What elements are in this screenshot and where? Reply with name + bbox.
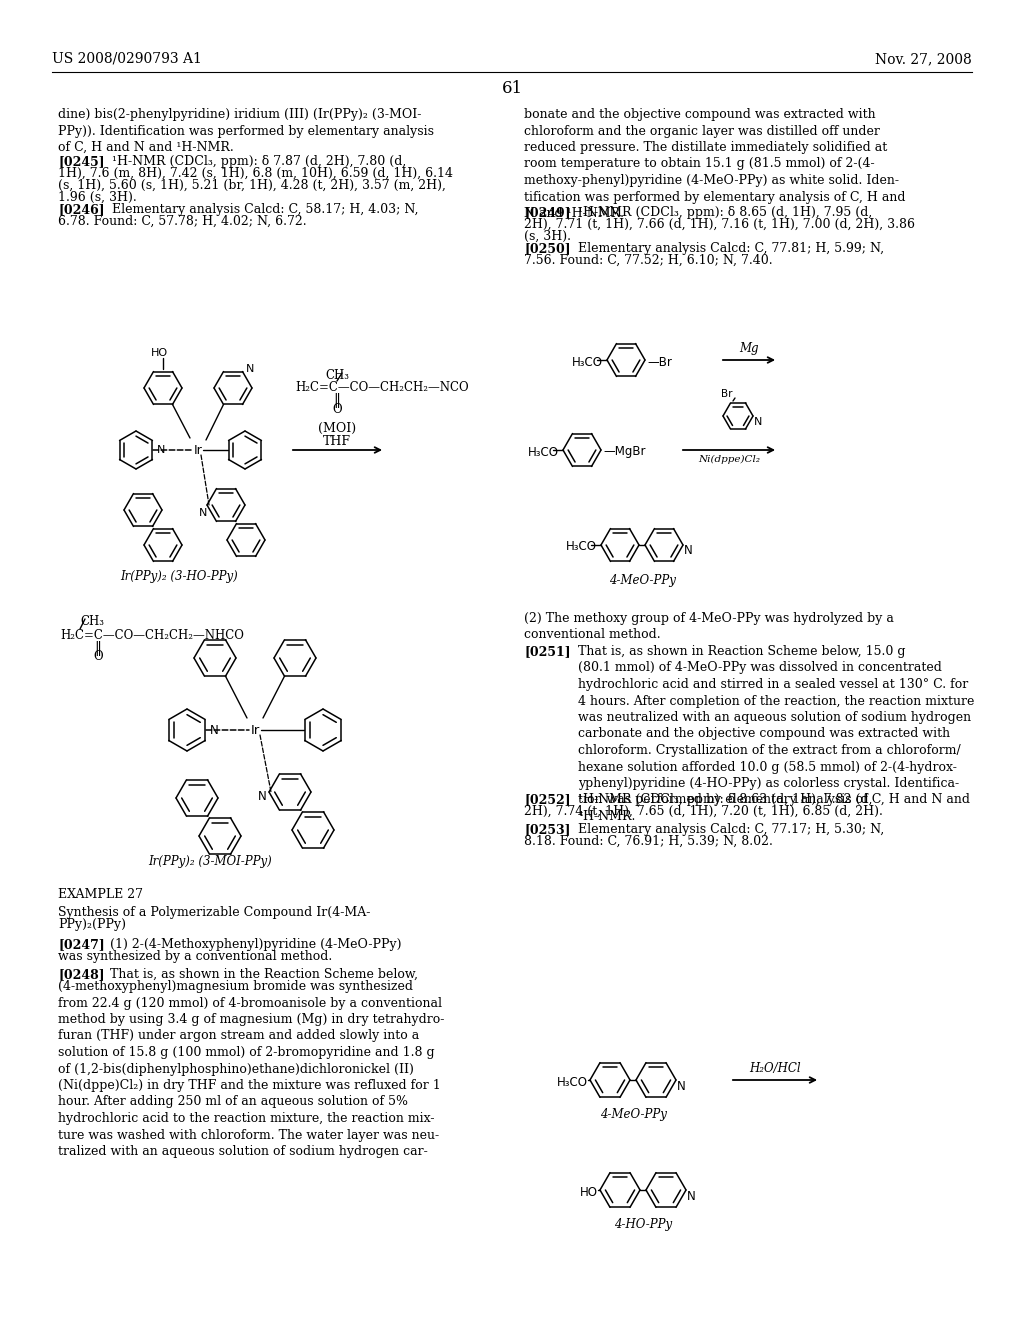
Text: (s, 3H).: (s, 3H). bbox=[524, 230, 571, 243]
Text: 6.78. Found: C, 57.78; H, 4.02; N, 6.72.: 6.78. Found: C, 57.78; H, 4.02; N, 6.72. bbox=[58, 215, 306, 228]
Text: Ir: Ir bbox=[251, 723, 260, 737]
Text: N: N bbox=[258, 791, 267, 804]
Text: N: N bbox=[210, 723, 219, 737]
Text: Ir(PPy)₂ (3-HO-PPy): Ir(PPy)₂ (3-HO-PPy) bbox=[120, 570, 238, 583]
Text: ¹H-NMR (CDCl₃, ppm): δ 7.87 (d, 2H), 7.80 (d,: ¹H-NMR (CDCl₃, ppm): δ 7.87 (d, 2H), 7.8… bbox=[112, 154, 407, 168]
Text: [0246]: [0246] bbox=[58, 203, 104, 216]
Text: N: N bbox=[687, 1189, 695, 1203]
Text: N: N bbox=[677, 1080, 686, 1093]
Text: 1.96 (s, 3H).: 1.96 (s, 3H). bbox=[58, 191, 137, 205]
Text: HO: HO bbox=[580, 1185, 598, 1199]
Text: 61: 61 bbox=[502, 81, 522, 96]
Text: bonate and the objective compound was extracted with
chloroform and the organic : bonate and the objective compound was ex… bbox=[524, 108, 905, 220]
Text: [0253]: [0253] bbox=[524, 822, 570, 836]
Text: dine) bis(2-phenylpyridine) iridium (III) (Ir(PPy)₂ (3-MOI-
PPy)). Identificatio: dine) bis(2-phenylpyridine) iridium (III… bbox=[58, 108, 434, 154]
Text: —Br: —Br bbox=[647, 355, 672, 368]
Text: H₂O/HCl: H₂O/HCl bbox=[750, 1063, 801, 1074]
Text: CH₃: CH₃ bbox=[80, 615, 104, 628]
Text: PPy)₂(PPy): PPy)₂(PPy) bbox=[58, 917, 126, 931]
Text: H₃CO: H₃CO bbox=[566, 540, 597, 553]
Text: (2) The methoxy group of 4-MeO-PPy was hydrolyzed by a
conventional method.: (2) The methoxy group of 4-MeO-PPy was h… bbox=[524, 612, 894, 642]
Text: N: N bbox=[754, 417, 763, 426]
Text: ¹H-NMR (CDCl₃, ppm): δ 8.63 (d, 1H), 7.82 (d,: ¹H-NMR (CDCl₃, ppm): δ 8.63 (d, 1H), 7.8… bbox=[578, 793, 872, 807]
Text: [0250]: [0250] bbox=[524, 242, 570, 255]
Text: EXAMPLE 27: EXAMPLE 27 bbox=[58, 888, 143, 902]
Text: ¹H-NMR (CDCl₃, ppm): δ 8.65 (d, 1H), 7.95 (d,: ¹H-NMR (CDCl₃, ppm): δ 8.65 (d, 1H), 7.9… bbox=[578, 206, 872, 219]
Text: H₃CO: H₃CO bbox=[557, 1076, 588, 1089]
Text: [0251]: [0251] bbox=[524, 645, 570, 657]
Text: O: O bbox=[93, 649, 102, 663]
Text: H₃CO: H₃CO bbox=[572, 355, 603, 368]
Text: Elementary analysis Calcd: C, 77.81; H, 5.99; N,: Elementary analysis Calcd: C, 77.81; H, … bbox=[578, 242, 884, 255]
Text: THF: THF bbox=[323, 436, 351, 447]
Text: H₃CO: H₃CO bbox=[528, 446, 559, 458]
Text: That is, as shown in the Reaction Scheme below,: That is, as shown in the Reaction Scheme… bbox=[110, 968, 418, 981]
Text: 2H), 7.74 (t, 1H), 7.65 (d, 1H), 7.20 (t, 1H), 6.85 (d, 2H).: 2H), 7.74 (t, 1H), 7.65 (d, 1H), 7.20 (t… bbox=[524, 805, 883, 818]
Text: Mg: Mg bbox=[739, 342, 759, 355]
Text: 4-MeO-PPy: 4-MeO-PPy bbox=[600, 1107, 667, 1121]
Text: Ir(PPy)₂ (3-MOI-PPy): Ir(PPy)₂ (3-MOI-PPy) bbox=[148, 855, 271, 869]
Text: ‖: ‖ bbox=[94, 642, 101, 656]
Text: [0249]: [0249] bbox=[524, 206, 570, 219]
Text: N: N bbox=[157, 445, 165, 455]
Text: CH₃: CH₃ bbox=[325, 370, 349, 381]
Text: was synthesized by a conventional method.: was synthesized by a conventional method… bbox=[58, 950, 332, 964]
Text: (1) 2-(4-Methoxyphenyl)pyridine (4-MeO-PPy): (1) 2-(4-Methoxyphenyl)pyridine (4-MeO-P… bbox=[110, 939, 401, 950]
Text: Br: Br bbox=[722, 389, 733, 399]
Text: 4-HO-PPy: 4-HO-PPy bbox=[614, 1218, 672, 1232]
Text: N: N bbox=[199, 508, 207, 517]
Text: 8.18. Found: C, 76.91; H, 5.39; N, 8.02.: 8.18. Found: C, 76.91; H, 5.39; N, 8.02. bbox=[524, 836, 773, 847]
Text: (s, 1H), 5.60 (s, 1H), 5.21 (br, 1H), 4.28 (t, 2H), 3.57 (m, 2H),: (s, 1H), 5.60 (s, 1H), 5.21 (br, 1H), 4.… bbox=[58, 180, 445, 191]
Text: [0245]: [0245] bbox=[58, 154, 104, 168]
Text: (4-methoxyphenyl)magnesium bromide was synthesized
from 22.4 g (120 mmol) of 4-b: (4-methoxyphenyl)magnesium bromide was s… bbox=[58, 979, 444, 1158]
Text: 4-MeO-PPy: 4-MeO-PPy bbox=[608, 574, 676, 587]
Text: H₂C=C—CO—CH₂CH₂—NHCO: H₂C=C—CO—CH₂CH₂—NHCO bbox=[60, 630, 244, 642]
Text: Nov. 27, 2008: Nov. 27, 2008 bbox=[876, 51, 972, 66]
Text: (MOI): (MOI) bbox=[317, 422, 356, 436]
Text: Ni(dppe)Cl₂: Ni(dppe)Cl₂ bbox=[698, 455, 760, 465]
Text: Synthesis of a Polymerizable Compound Ir(4-MA-: Synthesis of a Polymerizable Compound Ir… bbox=[58, 906, 371, 919]
Text: [0247]: [0247] bbox=[58, 939, 104, 950]
Text: [0248]: [0248] bbox=[58, 968, 104, 981]
Text: US 2008/0290793 A1: US 2008/0290793 A1 bbox=[52, 51, 202, 66]
Text: ‖: ‖ bbox=[334, 393, 341, 408]
Text: HO: HO bbox=[151, 348, 168, 358]
Text: 1H), 7.6 (m, 8H), 7.42 (s, 1H), 6.8 (m, 10H), 6.59 (d, 1H), 6.14: 1H), 7.6 (m, 8H), 7.42 (s, 1H), 6.8 (m, … bbox=[58, 168, 453, 180]
Text: —MgBr: —MgBr bbox=[603, 446, 645, 458]
Text: N: N bbox=[684, 544, 693, 557]
Text: O: O bbox=[332, 403, 342, 416]
Text: That is, as shown in Reaction Scheme below, 15.0 g
(80.1 mmol) of 4-MeO-PPy was : That is, as shown in Reaction Scheme bel… bbox=[578, 645, 975, 822]
Text: H₂C=C—CO—CH₂CH₂—NCO: H₂C=C—CO—CH₂CH₂—NCO bbox=[295, 381, 469, 393]
Text: Elementary analysis Calcd: C, 58.17; H, 4.03; N,: Elementary analysis Calcd: C, 58.17; H, … bbox=[112, 203, 419, 216]
Text: Ir: Ir bbox=[194, 444, 203, 457]
Text: N: N bbox=[246, 363, 254, 374]
Text: 7.56. Found: C, 77.52; H, 6.10; N, 7.40.: 7.56. Found: C, 77.52; H, 6.10; N, 7.40. bbox=[524, 253, 773, 267]
Text: Elementary analysis Calcd: C, 77.17; H, 5.30; N,: Elementary analysis Calcd: C, 77.17; H, … bbox=[578, 822, 885, 836]
Text: 2H), 7.71 (t, 1H), 7.66 (d, 1H), 7.16 (t, 1H), 7.00 (d, 2H), 3.86: 2H), 7.71 (t, 1H), 7.66 (d, 1H), 7.16 (t… bbox=[524, 218, 915, 231]
Text: [0252]: [0252] bbox=[524, 793, 570, 807]
